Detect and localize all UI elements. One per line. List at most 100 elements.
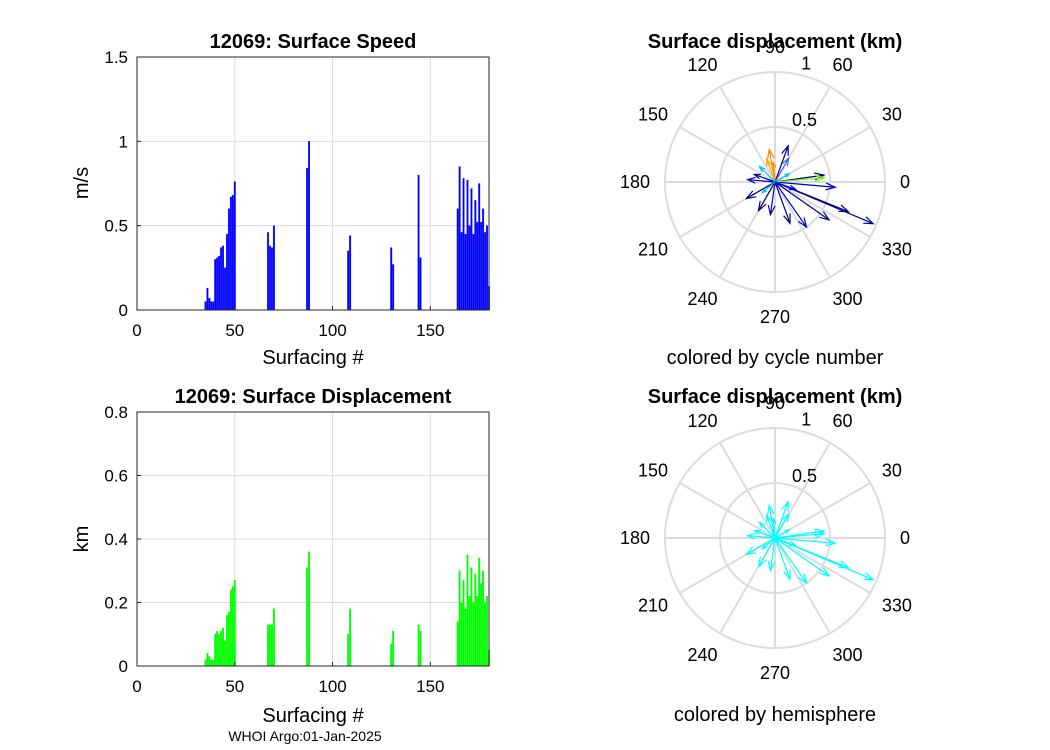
polar-angle-label: 150 [638, 461, 668, 481]
polar-angle-label: 180 [620, 528, 650, 548]
displacement-arrow [752, 173, 776, 183]
bar [419, 257, 422, 311]
displacement-arrow [774, 156, 790, 183]
polar-hemisphere-chart: Surface displacement (km) 0 30 60 90 120 150 18… [620, 386, 912, 726]
polar-angle-label: 60 [833, 411, 853, 431]
bar [224, 640, 226, 667]
arrow-shaft [772, 518, 776, 539]
arrow-head [761, 188, 768, 194]
polar-angle-label: 180 [620, 172, 650, 192]
displacement-arrow [744, 537, 776, 556]
bar [466, 179, 469, 311]
bar [347, 250, 350, 311]
arrow-shaft [774, 181, 808, 228]
arrow-head [766, 147, 775, 160]
arrow-shaft [761, 537, 776, 550]
bar [392, 264, 395, 311]
displacement-arrow [774, 537, 791, 581]
displacement-arrow [771, 160, 777, 183]
arrow-shaft [774, 177, 825, 183]
displacement-arrow [774, 528, 791, 539]
bar [476, 222, 479, 311]
chart-title: Surface displacement (km) [648, 31, 903, 53]
x-tick-label: 100 [318, 321, 346, 340]
polar-angle-label: 0 [900, 172, 910, 192]
bar [308, 551, 311, 667]
x-tick-label: 150 [416, 321, 444, 340]
bar [306, 168, 309, 311]
polar-angle-label: 30 [882, 461, 902, 481]
displacement-arrow [761, 181, 776, 194]
bar [460, 602, 463, 667]
bar [214, 259, 217, 311]
arrow-head [758, 165, 766, 173]
displacement-arrow [758, 165, 776, 183]
arrow-head [782, 512, 790, 523]
x-tick-label: 50 [225, 677, 244, 696]
displacement-arrow [774, 174, 827, 183]
arrow-head [789, 184, 798, 191]
arrow-shaft [774, 513, 790, 539]
polar-angle-label: 90 [765, 37, 785, 57]
bar [210, 301, 213, 311]
bar [480, 583, 483, 667]
bar [233, 181, 236, 311]
polar-angle-label: 300 [833, 289, 863, 309]
bar [216, 630, 219, 667]
arrow-shaft [774, 181, 836, 188]
polar-angle-label: 30 [882, 105, 902, 125]
arrow-shaft [746, 537, 776, 556]
bar [390, 643, 393, 667]
polar-ring [719, 482, 831, 594]
bar [419, 630, 422, 667]
arrow-shaft [774, 181, 791, 224]
displacement-arrow [774, 512, 790, 539]
polar-angle-label: 90 [765, 393, 785, 413]
displacement-arrow [767, 537, 776, 573]
displacement-arrow [774, 181, 808, 229]
displacement-arrow [767, 181, 776, 217]
bar [464, 608, 467, 667]
bar [472, 602, 475, 667]
arrow-head [814, 174, 827, 183]
arrow-head [784, 172, 791, 178]
arrow-head [758, 521, 766, 529]
arrow-shaft [774, 157, 790, 183]
polar-radius-label: 1 [801, 410, 811, 430]
polar-radius-label: 0.5 [792, 466, 817, 486]
displacement-arrow [774, 530, 827, 539]
bar [227, 208, 230, 311]
arrow-head [783, 213, 791, 225]
bar [460, 232, 463, 311]
bar [464, 233, 467, 311]
arrow-head [781, 500, 789, 512]
displacement-arrow [761, 537, 776, 550]
arrow-shaft [774, 501, 789, 539]
x-tick-label: 0 [132, 321, 141, 340]
bar [347, 634, 350, 667]
arrow-shaft [759, 166, 776, 183]
polar-angle-label: 210 [638, 240, 668, 260]
bar [220, 247, 223, 311]
plot-area [137, 57, 489, 310]
x-tick-label: 100 [318, 677, 346, 696]
bar [229, 589, 232, 667]
arrow-head [789, 540, 798, 547]
chart-title: Surface displacement (km) [648, 386, 903, 408]
bar [222, 627, 224, 667]
displacement-arrow [757, 537, 776, 569]
polar-ring [664, 71, 886, 293]
polar-ring [664, 427, 886, 649]
bar [267, 232, 269, 311]
arrow-head [798, 573, 808, 585]
arrow-shaft [774, 537, 808, 584]
arrow-shaft [766, 159, 776, 183]
arrow-head [745, 532, 756, 540]
displacement-arrow [774, 172, 791, 183]
arrow-shaft [774, 181, 796, 191]
y-tick-label: 0 [119, 657, 128, 676]
arrow-head [838, 560, 851, 569]
bar [222, 245, 224, 311]
bar [226, 615, 228, 667]
